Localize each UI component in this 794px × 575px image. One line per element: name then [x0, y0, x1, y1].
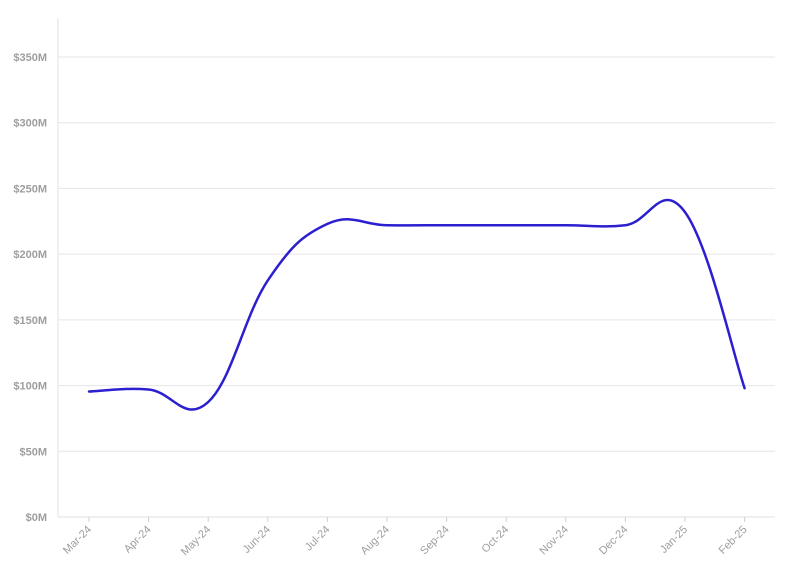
y-tick-label: $200M: [13, 249, 47, 261]
x-tick-label: Apr-24: [122, 524, 154, 556]
y-tick-label: $350M: [13, 52, 47, 64]
y-tick-label: $250M: [13, 183, 47, 195]
y-tick-label: $0M: [26, 512, 47, 524]
x-tick-label: May-24: [179, 524, 213, 558]
x-axis: Mar-24 Apr-24 May-24 Jun-24 Jul-24 Aug-24 Sep-…: [58, 516, 775, 558]
grid-lines: [58, 56, 775, 452]
y-tick-label: $50M: [19, 446, 47, 458]
x-tick-label: Sep-24: [418, 524, 452, 558]
x-tick-label: Jan-25: [658, 524, 690, 556]
x-tick-label: Aug-24: [359, 524, 393, 558]
y-axis: $0M $50M $100M $150M $200M $250M $300M $350M: [13, 18, 59, 524]
x-tick-label: Jun-24: [241, 524, 273, 556]
x-tick-label: Dec-24: [597, 524, 631, 558]
series-layer: [87, 198, 746, 411]
y-tick-label: $300M: [13, 118, 47, 130]
x-tick-label: Oct-24: [479, 524, 511, 556]
x-tick-label: Feb-25: [717, 524, 750, 557]
x-tick-label: Jul-24: [303, 524, 333, 554]
x-tick-label: Nov-24: [537, 524, 571, 558]
x-tick-label: Mar-24: [61, 524, 94, 557]
series-line: [87, 198, 746, 411]
y-tick-label: $150M: [13, 315, 47, 327]
y-tick-label: $100M: [13, 381, 47, 393]
